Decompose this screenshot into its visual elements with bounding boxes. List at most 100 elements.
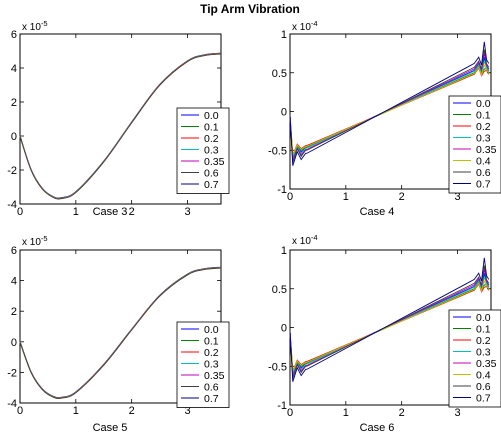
y-tick-label: 0	[281, 323, 287, 335]
y-tick-label: 0	[11, 337, 17, 349]
legend-label: 0.0	[476, 312, 491, 324]
x-tick-label: 1	[73, 206, 79, 218]
x-tick-label: 3	[184, 405, 190, 417]
legend-label: 0.7	[204, 179, 219, 191]
legend-label: 0.3	[476, 347, 491, 359]
x-tick-label: 0	[17, 206, 23, 218]
legend-label: 0.0	[204, 324, 219, 336]
series-line-0.4	[289, 63, 490, 156]
y-axis-exponent: x 10-5	[22, 234, 48, 248]
y-axis-exponent: x 10-4	[292, 19, 318, 33]
y-tick-label: -4	[7, 398, 17, 410]
y-axis-exponent: x 10-4	[292, 233, 318, 247]
x-tick-label: 1	[73, 405, 79, 417]
subplot-case-3: Case 3 x 10-5	[22, 19, 127, 218]
legend-box	[448, 95, 501, 194]
x-axis-label: Case 4	[360, 206, 395, 218]
x-tick-label: 0	[17, 405, 23, 417]
legend-label: 0.3	[204, 359, 219, 371]
legend-label: 0.7	[476, 393, 491, 405]
legend-label: 0.3	[204, 145, 219, 157]
subplot-case-5: Case 5 x 10-5	[22, 234, 127, 432]
plot-area-case5: 0 1 2 3 -4 -2 0 2 4 6 0.00.10.20.30.350.60.7	[7, 245, 230, 417]
series-line-0.7	[19, 53, 222, 200]
legend-box	[176, 321, 230, 408]
y-tick-label: 2	[11, 306, 17, 318]
legend-label: 0.2	[476, 335, 491, 347]
plot-area-case6: 0 1 2 3 -1 -0.5 0 0.5 1 0.00.10.20.30.350.40.60.7	[268, 245, 501, 419]
x-tick-label: 2	[129, 405, 135, 417]
y-tick-label: 0	[281, 107, 287, 119]
x-tick-label: 3	[454, 407, 460, 419]
x-tick-label: 2	[129, 206, 135, 218]
figure-title: Tip Arm Vibration	[200, 2, 300, 16]
legend: 0.00.10.20.30.350.40.60.7	[448, 309, 501, 408]
legend-label: 0.1	[476, 110, 491, 122]
y-tick-label: 1	[281, 29, 287, 41]
x-axis-label: Case 3	[93, 206, 128, 218]
legend-box	[176, 107, 230, 194]
series-line-0.4	[289, 279, 490, 372]
y-tick-label: -2	[7, 165, 17, 177]
legend-box	[448, 309, 501, 408]
legend-label: 0.0	[204, 110, 219, 122]
y-tick-label: 4	[11, 276, 17, 288]
legend-label: 0.4	[476, 370, 491, 382]
x-tick-label: 2	[399, 191, 405, 203]
y-tick-label: 0.5	[272, 68, 287, 80]
x-tick-label: 2	[399, 407, 405, 419]
legend-label: 0.6	[476, 381, 491, 393]
legend-label: 0.4	[476, 156, 491, 168]
subplot-case-4: Case 4 x 10-4	[292, 19, 394, 218]
x-tick-label: 3	[184, 206, 190, 218]
legend: 0.00.10.20.30.350.60.7	[176, 321, 230, 408]
plot-area-case4: 0 1 2 3 -1 -0.5 0 0.5 1 0.00.10.20.30.350.40.60.7	[268, 29, 501, 203]
legend-label: 0.7	[476, 179, 491, 191]
y-tick-label: -1	[277, 184, 287, 196]
legend-label: 0.6	[204, 382, 219, 394]
legend-label: 0.2	[204, 133, 219, 145]
legend-label: 0.3	[476, 133, 491, 145]
legend-label: 0.1	[476, 324, 491, 336]
legend-label: 0.2	[204, 347, 219, 359]
series-line-0.7	[19, 267, 222, 400]
legend-label: 0.6	[204, 168, 219, 180]
legend: 0.00.10.20.30.350.40.60.7	[448, 95, 501, 194]
subplot-case-6: Case 6 x 10-4	[292, 233, 394, 432]
y-tick-label: -0.5	[268, 361, 287, 373]
x-tick-label: 1	[343, 407, 349, 419]
y-tick-label: 0	[11, 131, 17, 143]
y-tick-label: -0.5	[268, 145, 287, 157]
x-tick-label: 1	[343, 191, 349, 203]
legend-label: 0.1	[204, 122, 219, 134]
legend-label: 0.6	[476, 167, 491, 179]
x-axis-label: Case 5	[93, 422, 128, 432]
legend-label: 0.0	[476, 98, 491, 110]
legend-label: 0.2	[476, 121, 491, 133]
legend-label: 0.35	[476, 358, 497, 370]
legend-label: 0.7	[204, 393, 219, 405]
y-tick-label: 6	[11, 29, 17, 41]
y-axis-exponent: x 10-5	[22, 19, 48, 33]
x-axis-label: Case 6	[360, 422, 395, 432]
y-tick-label: -4	[7, 199, 17, 211]
legend-label: 0.1	[204, 336, 219, 348]
legend-label: 0.35	[204, 370, 225, 382]
x-tick-label: 0	[287, 407, 293, 419]
legend-label: 0.35	[204, 156, 225, 168]
y-tick-label: 1	[281, 245, 287, 257]
series-line-0.7	[289, 257, 490, 382]
plot-area-case3: 0 1 2 3 -4 -2 0 2 4 6 0.00.10.20.30.350.60.7	[7, 29, 230, 218]
y-tick-label: -2	[7, 367, 17, 379]
x-tick-label: 3	[454, 191, 460, 203]
y-tick-label: 0.5	[272, 284, 287, 296]
y-tick-label: 2	[11, 97, 17, 109]
series-line-0.7	[289, 41, 490, 166]
legend-label: 0.35	[476, 144, 497, 156]
x-tick-label: 0	[287, 191, 293, 203]
y-tick-label: -1	[277, 400, 287, 412]
y-tick-label: 4	[11, 63, 17, 75]
legend: 0.00.10.20.30.350.60.7	[176, 107, 230, 194]
y-tick-label: 6	[11, 245, 17, 257]
